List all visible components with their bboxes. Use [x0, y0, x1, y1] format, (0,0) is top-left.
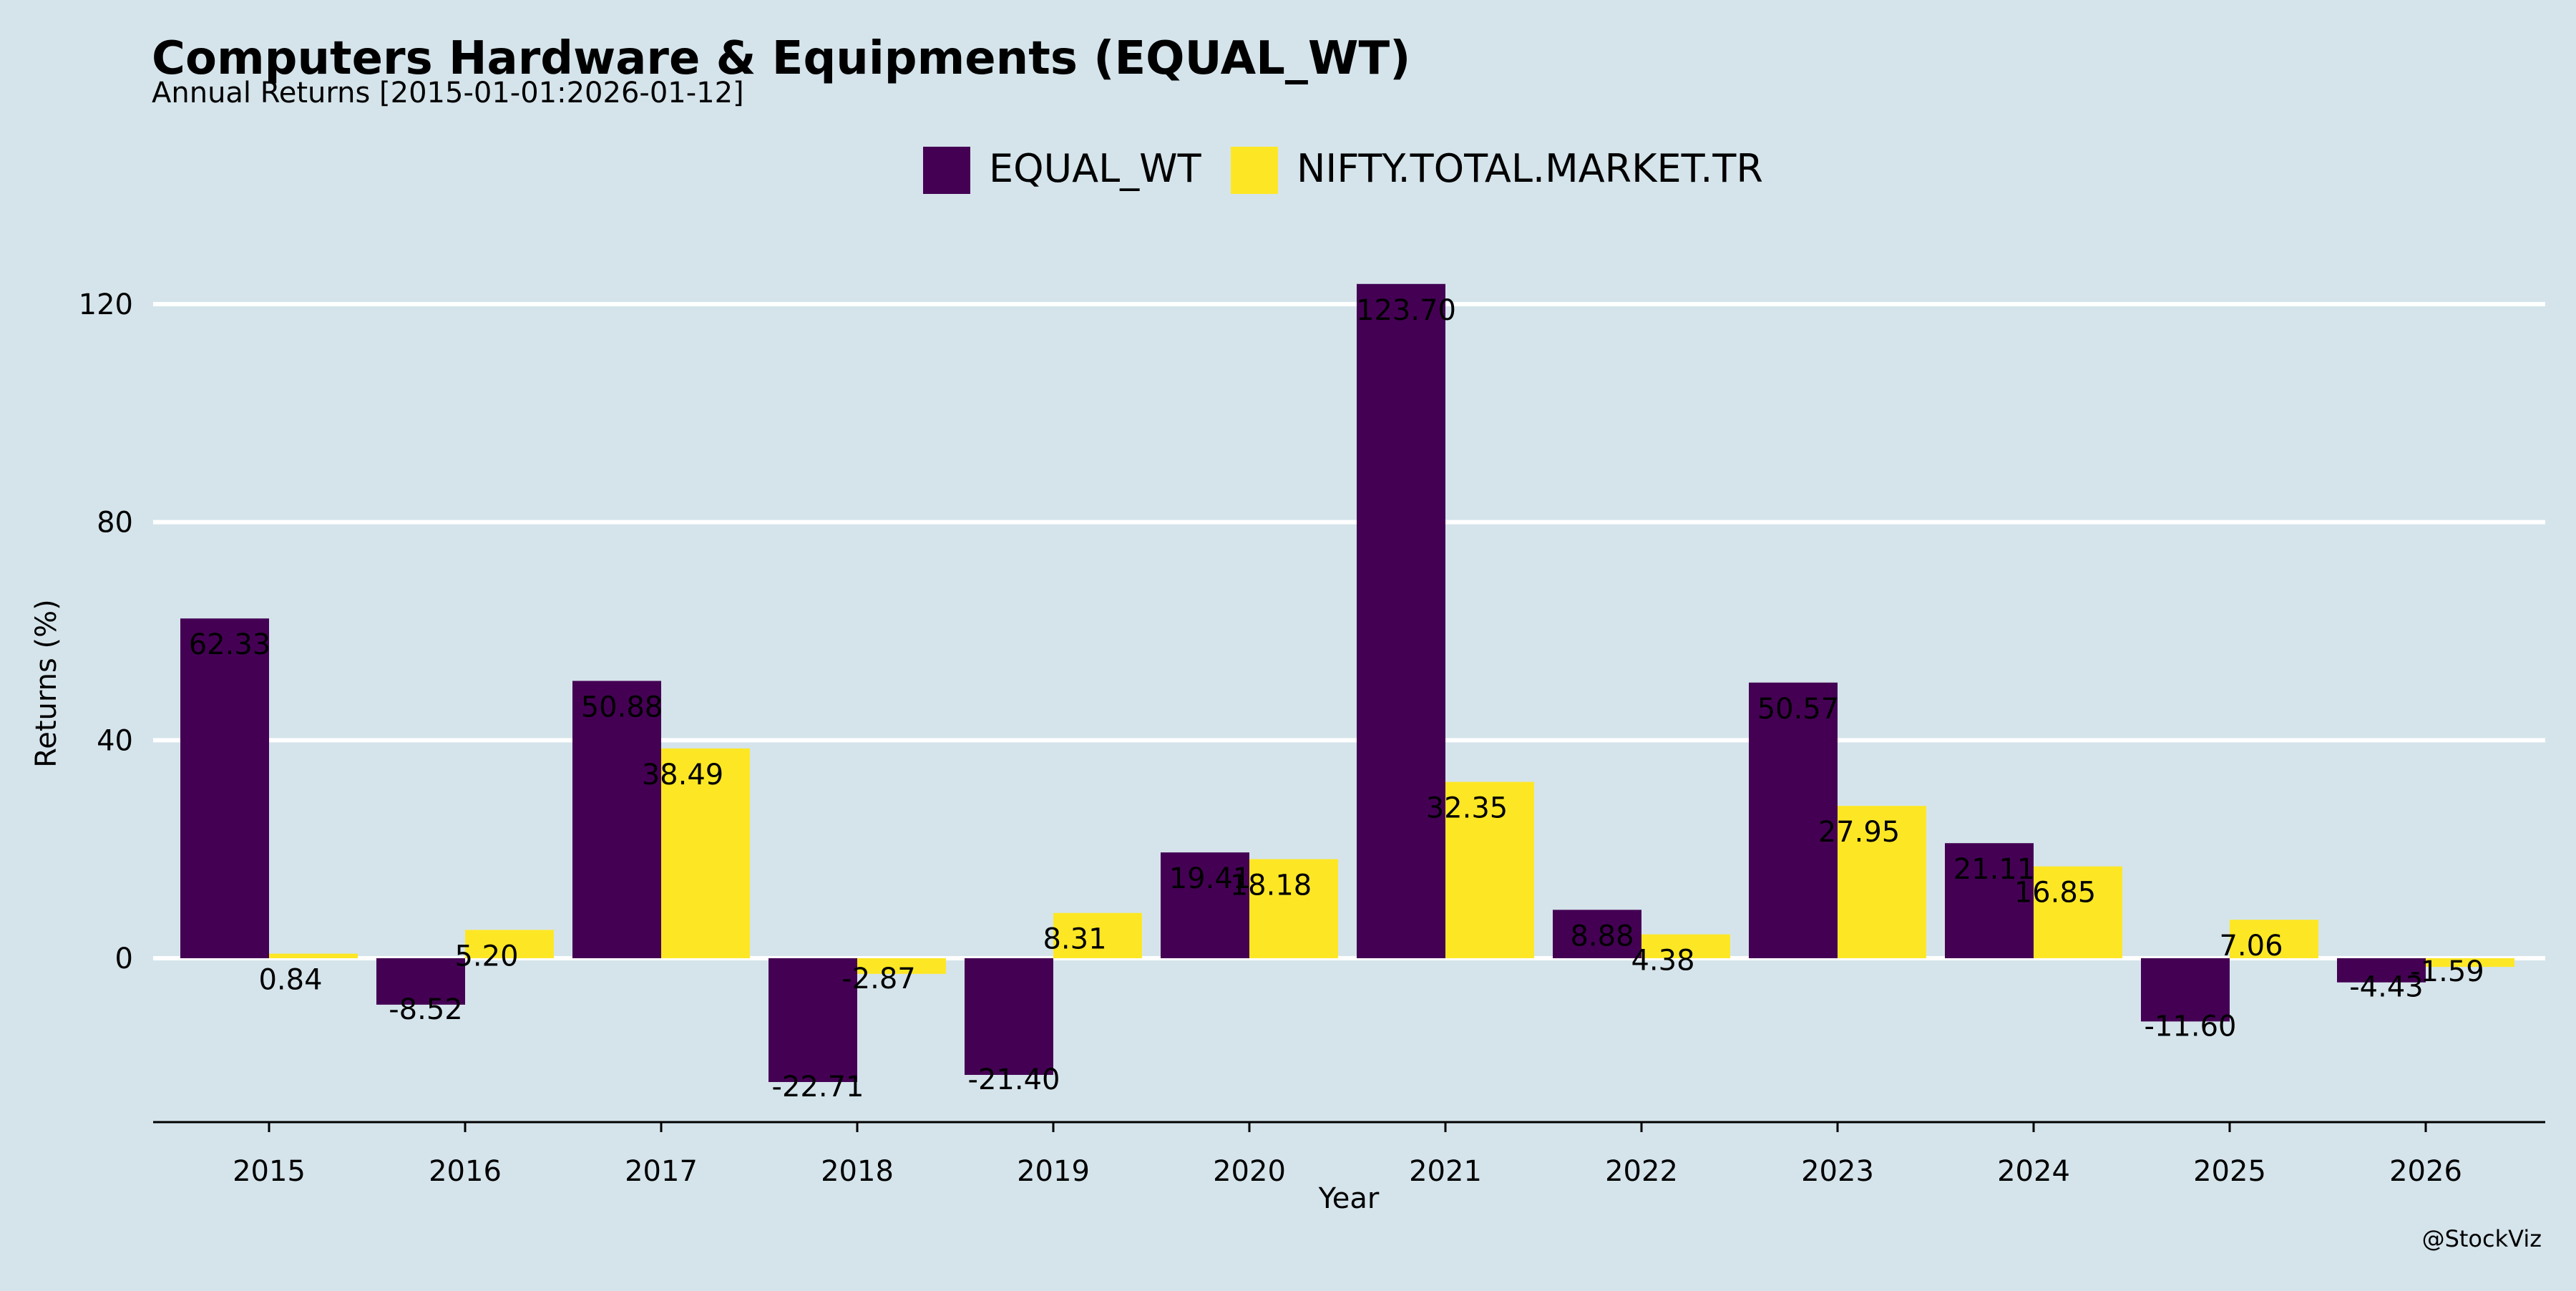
- bar-nifty-2017: [661, 748, 750, 958]
- x-tick-label: 2017: [625, 1155, 698, 1188]
- bar-equal-wt-2024: [1945, 843, 2034, 958]
- data-label: -11.60: [2145, 1010, 2237, 1043]
- data-label: 19.41: [1169, 862, 1252, 895]
- bar-nifty-2023: [1838, 806, 1926, 958]
- data-label: 21.11: [1953, 853, 2036, 886]
- x-tick-label: 2023: [1801, 1155, 1874, 1188]
- data-label: 50.88: [581, 691, 663, 724]
- bar-equal-wt-2023: [1749, 682, 1838, 958]
- bar-nifty-2022: [1641, 934, 1730, 958]
- data-label: 62.33: [189, 628, 271, 661]
- data-label: 8.88: [1570, 920, 1634, 953]
- data-label: 8.31: [1043, 923, 1106, 956]
- y-tick-label: 40: [97, 724, 133, 757]
- data-label: 18.18: [1230, 869, 1312, 902]
- bar-nifty-2024: [2034, 866, 2122, 958]
- watermark: @StockViz: [2422, 1225, 2542, 1252]
- data-label: 0.84: [258, 964, 322, 997]
- x-tick-label: 2026: [2389, 1155, 2462, 1188]
- x-tick-label: 2021: [1409, 1155, 1482, 1188]
- data-label: 32.35: [1426, 792, 1508, 825]
- data-label: 38.49: [642, 759, 724, 791]
- chart-subtitle: Annual Returns [2015-01-01:2026-01-12]: [152, 77, 744, 109]
- bar-equal-wt-2025: [2141, 958, 2230, 1022]
- x-tick-label: 2015: [233, 1155, 306, 1188]
- data-label: -4.43: [2349, 971, 2424, 1004]
- data-label: -1.59: [2410, 955, 2484, 988]
- legend-swatch: [1231, 147, 1278, 194]
- y-ticks: 0 40 80 120: [79, 288, 133, 975]
- bar-equal-wt-2018: [769, 958, 857, 1082]
- data-labels: 62.33 0.84 -8.52 5.20 50.88 38.49 -22.71 -2.87 -…: [189, 294, 2484, 1104]
- bar-nifty-2016: [465, 930, 554, 958]
- x-tick-label: 2020: [1213, 1155, 1286, 1188]
- bar-nifty-2025: [2230, 920, 2318, 958]
- y-tick-label: 80: [97, 507, 133, 540]
- bar-equal-wt-2026: [2337, 958, 2426, 983]
- bar-equal-wt-2019: [965, 958, 1053, 1076]
- x-tick-label: 2022: [1605, 1155, 1678, 1188]
- data-label: 16.85: [2014, 877, 2097, 910]
- bar-equal-wt-2015: [180, 618, 269, 958]
- legend-label: NIFTY.TOTAL.MARKET.TR: [1297, 146, 1763, 191]
- bars: [180, 283, 2514, 1082]
- bar-nifty-2015: [269, 953, 358, 958]
- data-label: -8.52: [389, 993, 463, 1026]
- bar-nifty-2021: [1445, 781, 1534, 958]
- legend-label: EQUAL_WT: [989, 146, 1202, 191]
- x-tick-label: 2025: [2193, 1155, 2266, 1188]
- bar-nifty-2018: [857, 958, 946, 974]
- data-label: 5.20: [454, 940, 518, 973]
- bar-nifty-2020: [1249, 859, 1338, 958]
- x-ticks: 2015 2016 2017 2018 2019 2020 2021 2022 2023 2024…: [233, 1122, 2462, 1188]
- data-label: 27.95: [1818, 816, 1901, 849]
- x-tick-label: 2024: [1997, 1155, 2070, 1188]
- legend: EQUAL_WT NIFTY.TOTAL.MARKET.TR: [923, 146, 1763, 194]
- data-label: 4.38: [1631, 945, 1694, 978]
- chart-title: Computers Hardware & Equipments (EQUAL_W…: [152, 32, 1410, 85]
- x-tick-label: 2016: [429, 1155, 502, 1188]
- data-label: -21.40: [968, 1063, 1060, 1096]
- bar-equal-wt-2016: [376, 958, 465, 1005]
- x-axis-label: Year: [1318, 1182, 1380, 1215]
- legend-swatch: [923, 147, 970, 194]
- bar-nifty-2026: [2426, 958, 2514, 968]
- x-tick-label: 2018: [821, 1155, 894, 1188]
- data-label: 50.57: [1757, 693, 1840, 726]
- data-label: -2.87: [841, 963, 916, 995]
- data-label: 123.70: [1356, 294, 1456, 327]
- x-tick-label: 2019: [1017, 1155, 1090, 1188]
- bar-equal-wt-2020: [1161, 852, 1249, 958]
- y-tick-label: 120: [79, 288, 133, 321]
- bar-equal-wt-2017: [572, 681, 661, 958]
- bar-equal-wt-2022: [1553, 910, 1641, 958]
- data-label: -22.71: [772, 1071, 864, 1104]
- bar-equal-wt-2021: [1357, 283, 1445, 958]
- bar-nifty-2019: [1053, 912, 1142, 958]
- y-axis-label: Returns (%): [30, 599, 63, 768]
- y-tick-label: 0: [115, 942, 133, 975]
- data-label: 7.06: [2219, 930, 2283, 963]
